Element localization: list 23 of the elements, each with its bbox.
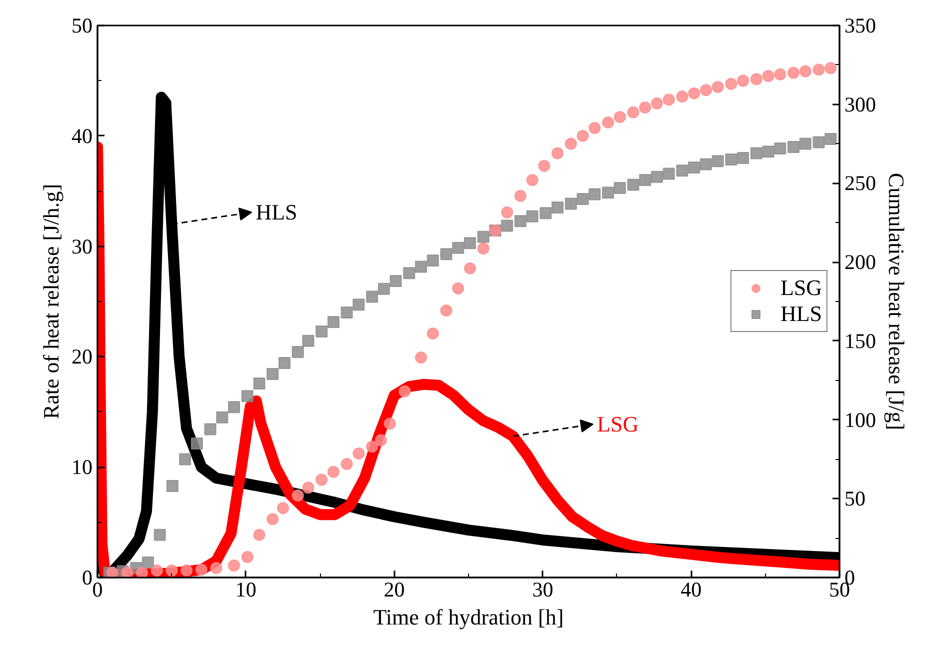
x-tick-label: 20 [384, 578, 405, 602]
y2-tick-label: 350 [844, 14, 876, 38]
y2-tick-label: 50 [844, 486, 866, 511]
y2-axis-title: Cumulative heat release [J/g] [884, 172, 909, 430]
y-tick-label: 10 [72, 455, 92, 480]
legend-label: HLS [780, 301, 822, 327]
y2-tick-label: 250 [844, 171, 876, 196]
y2-tick-label: 200 [844, 250, 876, 274]
y-tick-label: 30 [72, 234, 92, 258]
y2-tick-label: 100 [844, 408, 876, 432]
y-axis-title: Rate of heat release [J/h.g] [38, 184, 64, 420]
x-tick-label: 40 [680, 578, 702, 602]
y-tick-label: 20 [72, 344, 92, 369]
legend-label: LSG [780, 275, 822, 301]
y2-tick-label: 150 [844, 328, 876, 353]
y-tick-label: 50 [72, 14, 92, 38]
x-axis-title: Time of hydration [h] [373, 604, 564, 630]
y2-tick-label: 300 [844, 92, 876, 116]
annotation: LSG [597, 412, 639, 437]
x-tick-label: 30 [532, 578, 554, 602]
y-tick-label: 40 [72, 124, 92, 148]
x-tick-label: 10 [235, 578, 256, 602]
annotation: HLS [256, 200, 298, 225]
